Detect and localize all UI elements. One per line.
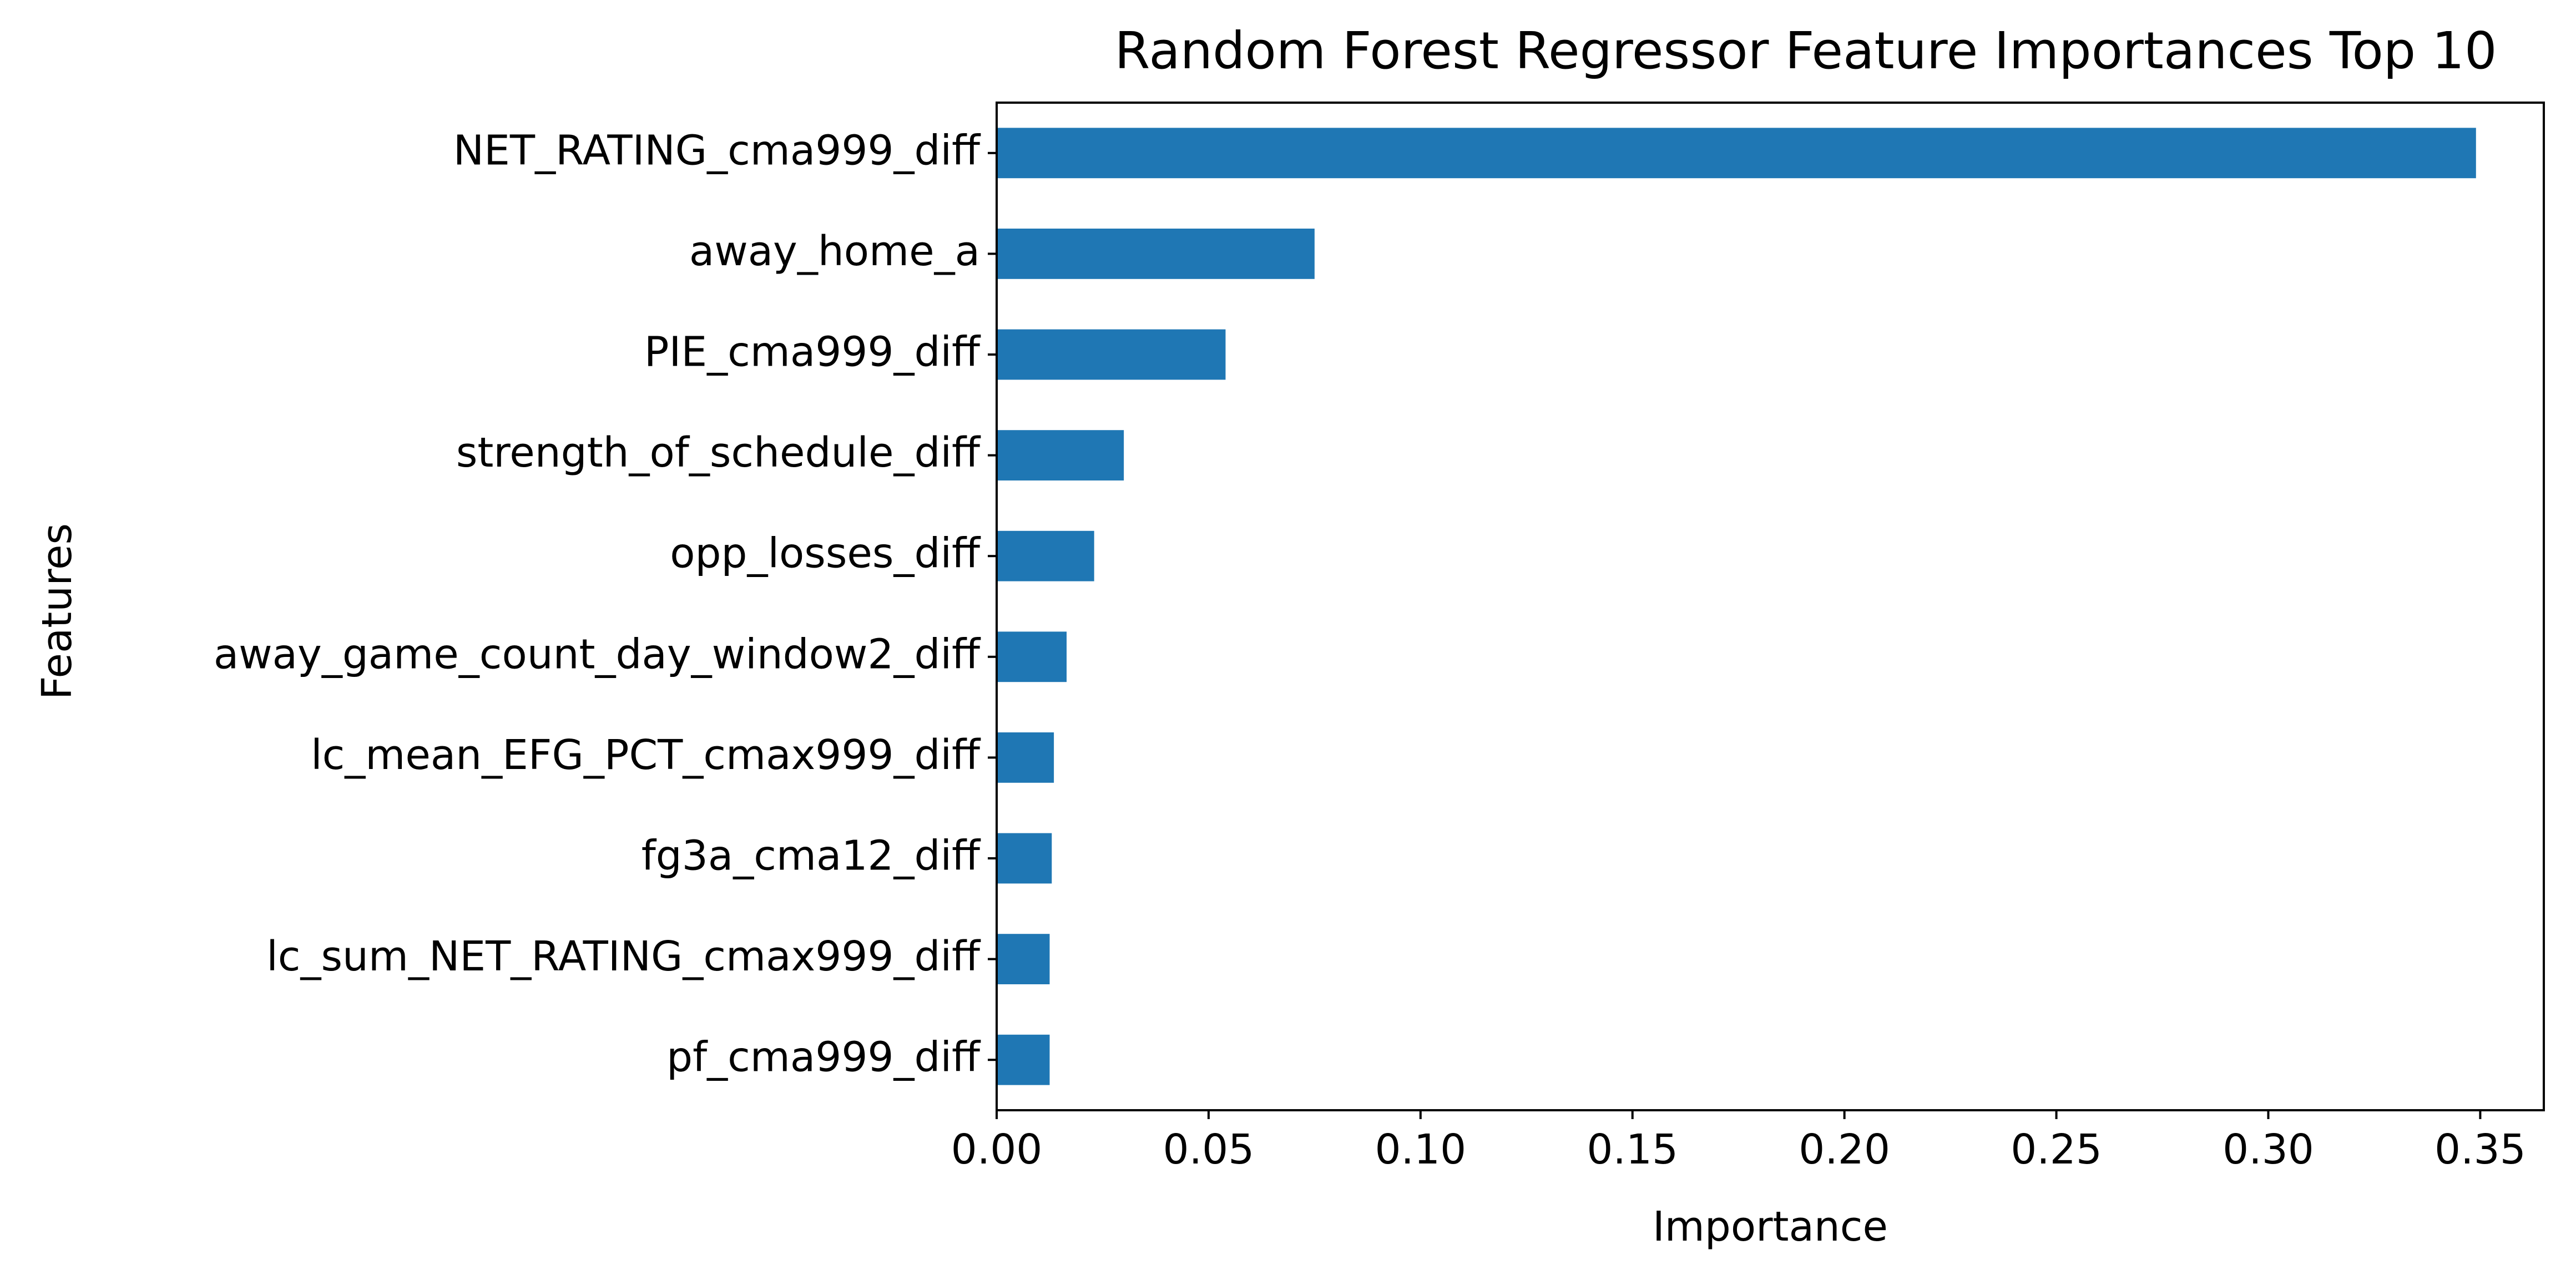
x-tick-label: 0.00 — [951, 1126, 1043, 1173]
y-tick-label: lc_mean_EFG_PCT_cmax999_diff — [311, 731, 981, 779]
x-tick-label: 0.35 — [2434, 1126, 2526, 1173]
y-tick-label: fg3a_cma12_diff — [642, 832, 981, 880]
bar-4 — [997, 430, 1124, 480]
y-tick-label: away_game_count_day_window2_diff — [214, 630, 981, 678]
bar-8 — [997, 833, 1052, 884]
x-tick-label: 0.10 — [1375, 1126, 1466, 1173]
bars-layer — [997, 128, 2476, 1085]
chart-title: Random Forest Regressor Feature Importan… — [1115, 21, 2497, 80]
y-tick-label: lc_sum_NET_RATING_cmax999_diff — [266, 933, 981, 980]
bar-7 — [997, 732, 1054, 783]
x-tick-label: 0.05 — [1163, 1126, 1255, 1173]
y-tick-label: pf_cma999_diff — [666, 1034, 981, 1081]
bar-1 — [997, 128, 2476, 179]
y-tick-label: PIE_cma999_diff — [644, 328, 981, 376]
x-tick-label: 0.20 — [1799, 1126, 1890, 1173]
y-tick-label: away_home_a — [689, 227, 980, 275]
bar-2 — [997, 229, 1315, 279]
y-tick-label: strength_of_schedule_diff — [456, 429, 981, 477]
y-axis: NET_RATING_cma999_diff away_home_a PIE_cma… — [214, 127, 997, 1081]
y-axis-label: Features — [33, 523, 81, 700]
x-axis: 0.00 0.05 0.10 0.15 0.20 0.25 0.30 0.35 — [951, 1110, 2526, 1173]
x-tick-label: 0.25 — [2011, 1126, 2102, 1173]
bar-5 — [997, 530, 1094, 581]
bar-6 — [997, 631, 1067, 682]
bar-3 — [997, 329, 1226, 380]
plot-frame — [996, 102, 2545, 1111]
y-tick-label: opp_losses_diff — [670, 530, 981, 578]
x-tick-label: 0.15 — [1587, 1126, 1678, 1173]
x-tick-label: 0.30 — [2223, 1126, 2314, 1173]
x-axis-label: Importance — [1653, 1203, 1888, 1251]
bar-10 — [997, 1034, 1050, 1085]
bar-9 — [997, 934, 1050, 984]
y-tick-label: NET_RATING_cma999_diff — [453, 127, 981, 174]
